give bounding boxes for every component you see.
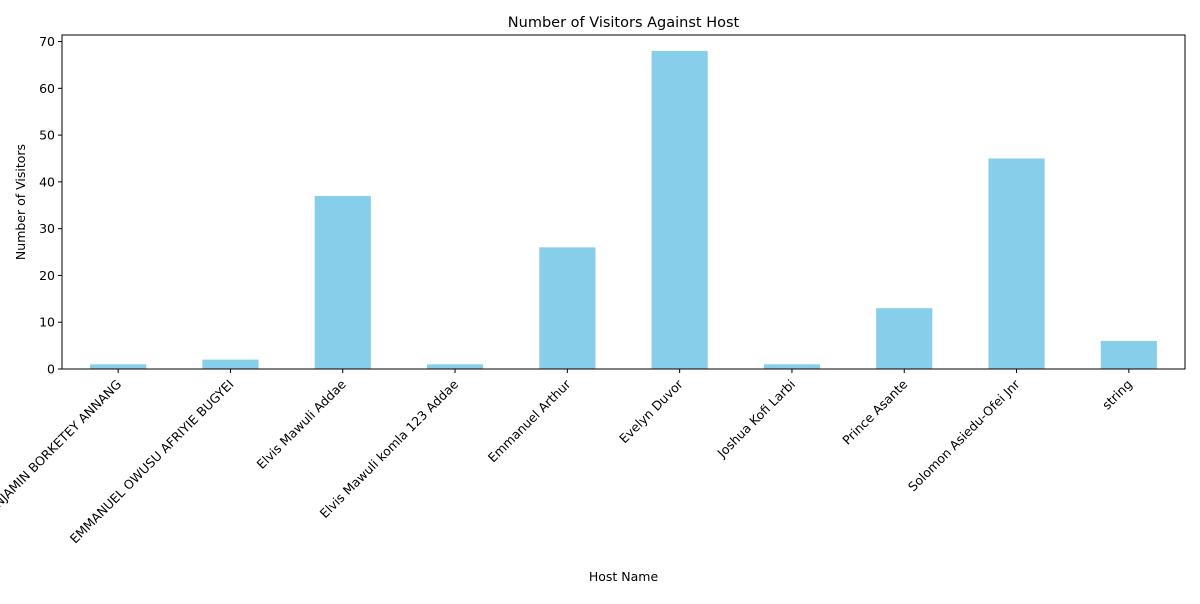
bar (90, 364, 147, 369)
x-tick-label: string (1099, 377, 1135, 413)
y-tick-label: 60 (39, 81, 55, 96)
bar (763, 364, 821, 369)
bar (988, 158, 1045, 369)
bar (1100, 340, 1157, 369)
bar (539, 247, 596, 369)
x-tick-label: Prince Asante (839, 376, 910, 447)
chart-title: Number of Visitors Against Host (508, 15, 740, 31)
x-tick-label: Emmanuel Arthur (485, 376, 574, 465)
y-tick-label: 40 (39, 174, 55, 189)
bar (426, 364, 484, 369)
bar (651, 50, 708, 370)
y-axis-label: Number of Visitors (13, 144, 28, 260)
x-tick-label: Solomon Asiedu-Ofei Jnr (905, 376, 1023, 494)
plot-frame (61, 34, 1186, 370)
y-tick-label: 30 (39, 221, 55, 236)
y-ticks-group: 0 10 20 30 40 50 60 70 (39, 34, 62, 377)
bar (202, 359, 259, 369)
x-axis-label: Host Name (589, 569, 659, 584)
y-tick-label: 10 (39, 315, 55, 330)
y-tick-label: 20 (39, 268, 55, 283)
x-tick-label: Joshua Kofi Larbi (714, 377, 799, 462)
bar (314, 195, 371, 369)
bar (876, 308, 933, 369)
bars-group (90, 50, 1157, 370)
x-tick-label: Elvis Mawuli Addae (254, 376, 350, 472)
y-tick-label: 0 (47, 362, 55, 377)
x-tick-label: Elvis Mawuli komla 123 Addae (317, 376, 462, 521)
x-tick-label: Evelyn Duvor (616, 376, 686, 446)
y-tick-label: 70 (39, 34, 55, 49)
y-tick-label: 50 (39, 128, 55, 143)
